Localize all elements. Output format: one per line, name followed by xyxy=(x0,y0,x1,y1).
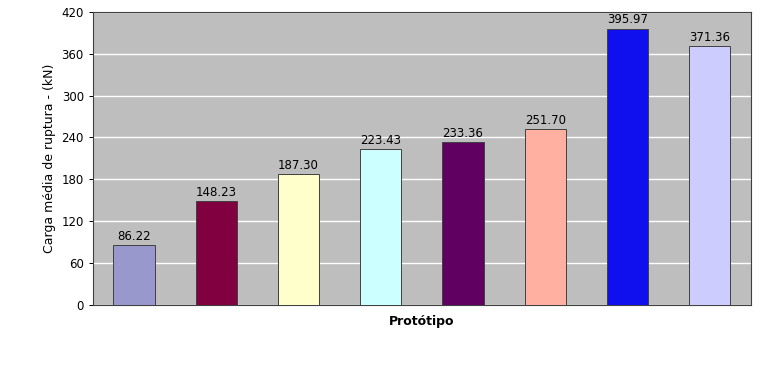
Y-axis label: Carga média de ruptura - (kN): Carga média de ruptura - (kN) xyxy=(43,64,56,253)
Bar xyxy=(360,149,401,305)
Bar xyxy=(607,29,648,305)
Bar xyxy=(525,129,566,305)
Text: 395.97: 395.97 xyxy=(607,13,648,27)
Bar xyxy=(689,46,730,305)
Text: 251.70: 251.70 xyxy=(525,114,566,127)
Text: 187.30: 187.30 xyxy=(278,159,319,172)
Bar xyxy=(443,142,484,305)
Text: 233.36: 233.36 xyxy=(443,127,484,140)
Bar xyxy=(278,174,319,305)
Text: 86.22: 86.22 xyxy=(117,230,151,243)
Bar xyxy=(114,245,155,305)
Text: 223.43: 223.43 xyxy=(360,134,401,147)
Text: 148.23: 148.23 xyxy=(196,187,237,199)
Bar xyxy=(196,201,237,305)
X-axis label: Protótipo: Protótipo xyxy=(389,316,454,328)
Text: 371.36: 371.36 xyxy=(689,30,730,43)
